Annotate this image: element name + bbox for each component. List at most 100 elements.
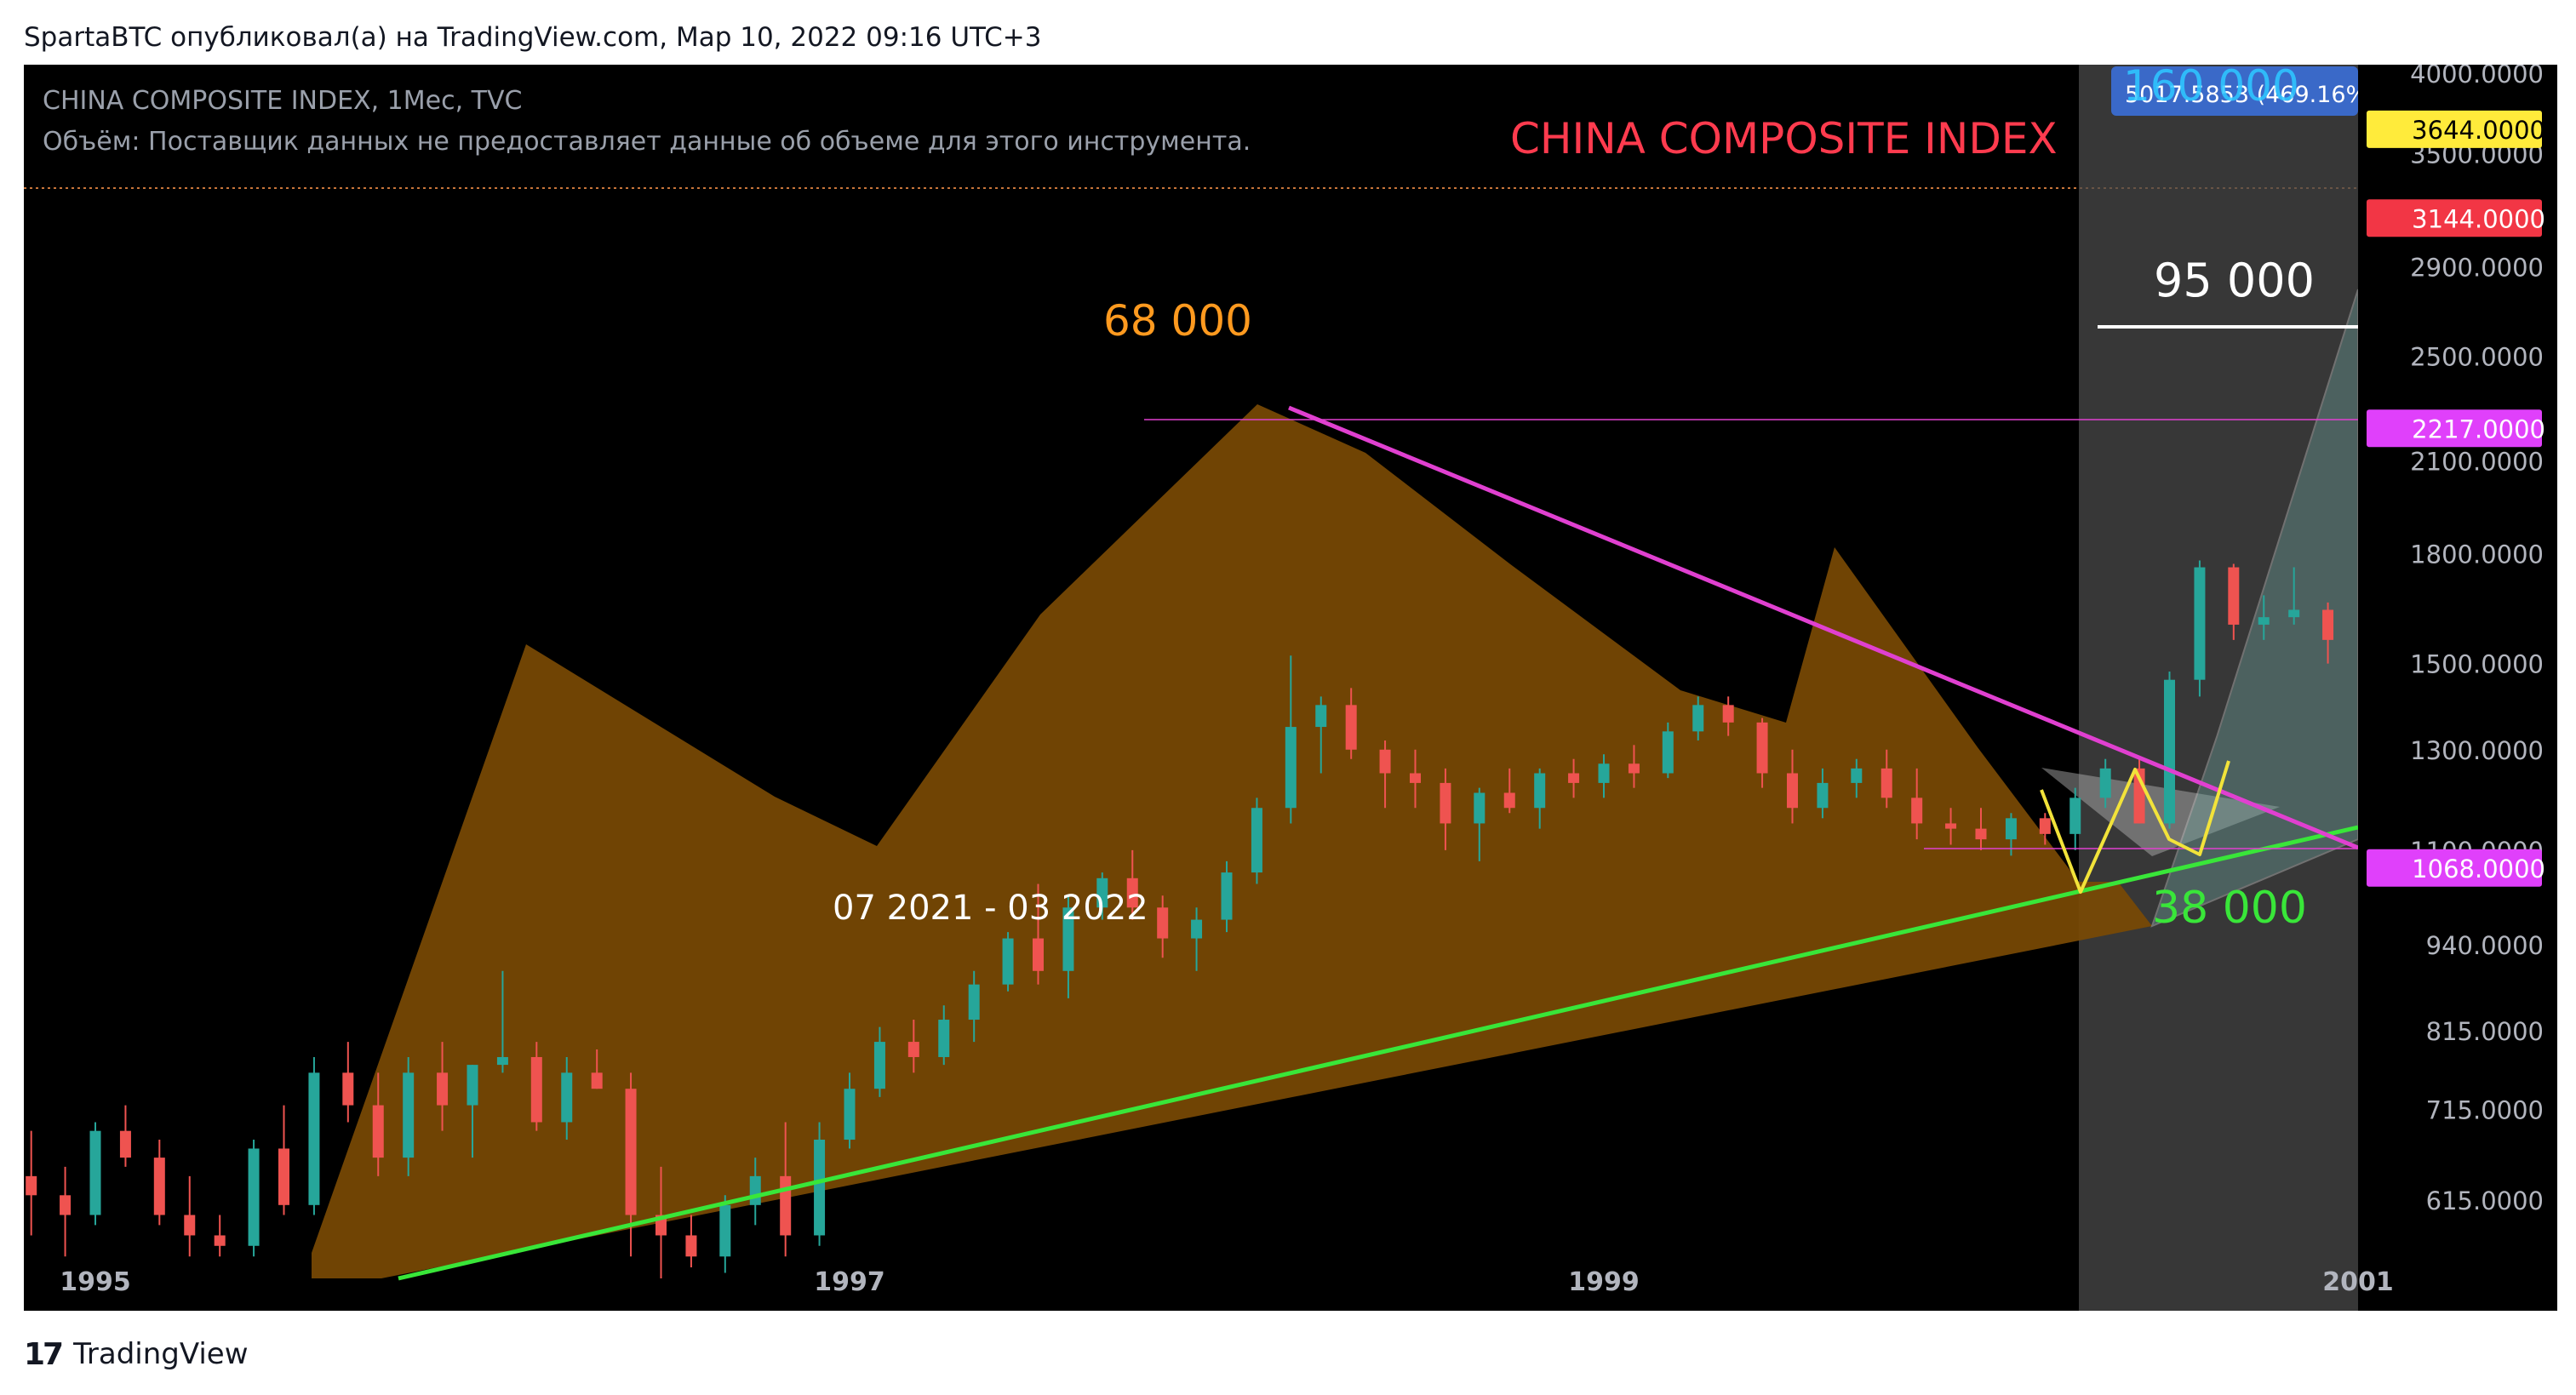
candle-body[interactable] [278,1148,289,1205]
annotation-68000: 68 000 [1103,296,1252,346]
candle-body[interactable] [2228,567,2240,625]
candle-body[interactable] [1410,773,1421,783]
candle-body[interactable] [1379,749,1391,774]
candle-body[interactable] [1503,792,1515,809]
measure-badge[interactable] [2111,66,2358,116]
candle-body[interactable] [308,1072,320,1205]
candle-body[interactable] [1191,919,1203,939]
y-tick-label: 615.0000 [2426,1186,2544,1215]
candle-body[interactable] [1126,878,1138,908]
candle-body[interactable] [2322,609,2334,640]
candle-body[interactable] [2288,609,2300,618]
candle-body[interactable] [153,1158,165,1215]
candle-body[interactable] [184,1215,196,1236]
resistance-trendline[interactable] [1288,405,2359,850]
candle-body[interactable] [2164,679,2175,824]
price-chart[interactable]: CHINA COMPOSITE INDEX CHINA COMPOSITE IND… [24,65,2557,1311]
tradingview-brand-text[interactable]: TradingView [73,1337,249,1371]
annotation-date-range: 07 2021 - 03 2022 [833,889,1148,928]
candle-body[interactable] [1096,878,1108,908]
price-label-text: 1068.0000 [2412,855,2545,883]
candle-body[interactable] [2258,617,2270,625]
candle-body[interactable] [2005,818,2017,840]
candle-body[interactable] [1568,773,1580,783]
candle-body[interactable] [1911,798,1923,824]
candle-body[interactable] [372,1105,384,1158]
candle-body[interactable] [1440,782,1451,824]
candle-body[interactable] [26,1175,37,1196]
support-trendline[interactable] [398,825,2359,1281]
candle-body[interactable] [2099,768,2111,798]
candle-body[interactable] [561,1072,573,1123]
pattern-fill-area [312,404,2152,1278]
candle-body[interactable] [403,1072,415,1158]
candle-body[interactable] [591,1072,603,1089]
candle-body[interactable] [719,1204,731,1257]
candle-body[interactable] [437,1072,449,1106]
measure-badge-text: 5017.5853 (469.16% [2125,82,2367,108]
tradingview-logo-icon[interactable]: 17 [24,1336,64,1372]
y-tick-label: 2100.0000 [2410,448,2544,477]
candle-body[interactable] [1157,907,1169,939]
volume-note: Объём: Поставщик данных не предоставляет… [43,127,1251,157]
annotation-38000: 38 000 [2152,883,2307,934]
candle-body[interactable] [1033,938,1044,971]
candle-body[interactable] [60,1195,72,1215]
candle-body[interactable] [1345,705,1357,750]
publication-attribution: SpartaBTC опубликовал(а) на TradingView.… [24,22,1042,53]
candle-body[interactable] [2069,798,2081,834]
candle-body[interactable] [1756,722,1768,774]
candle-body[interactable] [780,1175,792,1236]
candle-body[interactable] [119,1130,131,1158]
candle-body[interactable] [1598,763,1610,783]
zigzag-projection[interactable] [2040,760,2230,894]
candle-body[interactable] [844,1089,856,1140]
candle-body[interactable] [814,1139,826,1236]
candle-body[interactable] [1787,773,1798,809]
candle-body[interactable] [1062,907,1074,971]
candle-body[interactable] [1628,763,1640,774]
x-tick-label: 1997 [814,1267,885,1297]
candle-body[interactable] [2194,567,2206,680]
y-tick-label: 1300.0000 [2410,736,2544,765]
candle-body[interactable] [1285,727,1297,809]
symbol-legend: CHINA COMPOSITE INDEX, 1Мес, TVC [43,86,522,116]
candle-body[interactable] [625,1089,637,1215]
candle-body[interactable] [496,1056,508,1066]
candle-body[interactable] [467,1065,478,1106]
y-tick-label: 940.0000 [2426,931,2544,960]
candle-body[interactable] [938,1020,950,1057]
candle-body[interactable] [1880,768,1892,798]
candle-body[interactable] [1817,782,1829,809]
candle-body[interactable] [1534,773,1546,809]
forecast-zone [2079,65,2358,1311]
candle-body[interactable] [1945,823,1957,829]
candle-body[interactable] [89,1130,101,1215]
candle-body[interactable] [1002,938,1014,985]
candle-body[interactable] [907,1042,919,1057]
candle-body[interactable] [1722,705,1734,723]
candle-body[interactable] [1662,731,1674,774]
candle-body[interactable] [873,1042,885,1089]
candle-body[interactable] [749,1175,761,1205]
candle-body[interactable] [1851,768,1863,783]
candle-body[interactable] [2039,818,2051,834]
candle-body[interactable] [968,984,980,1021]
candle-body[interactable] [248,1148,260,1246]
candle-body[interactable] [1221,872,1233,920]
y-tick-label: 2500.0000 [2410,342,2544,371]
chart-area[interactable]: CHINA COMPOSITE INDEX CHINA COMPOSITE IND… [24,65,2557,1311]
x-tick-label: 2001 [2322,1267,2394,1297]
candle-body[interactable] [1692,705,1704,732]
y-tick-label: 1500.0000 [2410,650,2544,679]
candle-body[interactable] [1474,792,1485,824]
x-tick-label: 1995 [60,1267,131,1297]
candle-body[interactable] [342,1072,354,1106]
candle-body[interactable] [1975,828,1987,840]
candle-body[interactable] [214,1235,226,1246]
price-label-tag [2367,409,2542,448]
candle-body[interactable] [1251,808,1262,873]
candle-body[interactable] [1315,705,1327,728]
candle-body[interactable] [530,1056,542,1123]
candle-body[interactable] [685,1235,697,1257]
